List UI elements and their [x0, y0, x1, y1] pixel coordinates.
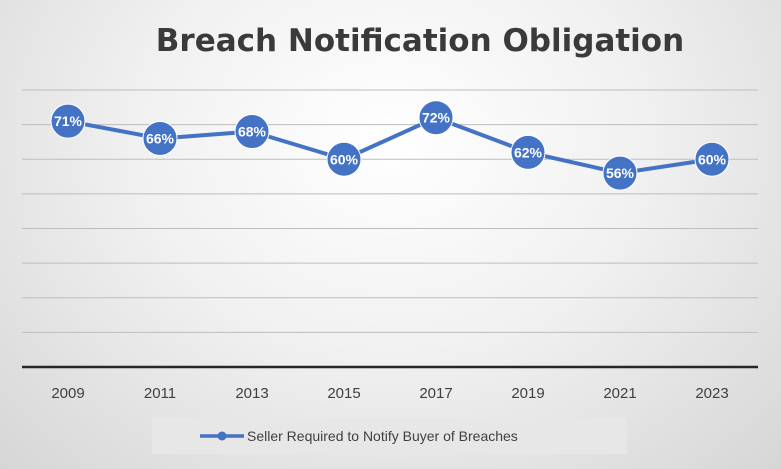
x-tick-label: 2011: [144, 385, 176, 402]
data-point-marker: [234, 114, 270, 150]
x-tick-label: 2013: [235, 385, 268, 402]
data-label: 72%: [422, 110, 451, 126]
data-label: 66%: [146, 130, 175, 146]
data-label: 62%: [514, 144, 543, 160]
data-label: 68%: [238, 124, 267, 140]
legend-swatch-marker: [217, 431, 227, 441]
x-tick-label: 2019: [511, 385, 544, 402]
legend-entry-label: Seller Required to Notify Buyer of Breac…: [247, 428, 518, 444]
legend: Seller Required to Notify Buyer of Breac…: [152, 418, 627, 454]
data-point-marker: [142, 120, 178, 156]
data-point-marker: [326, 141, 362, 177]
x-tick-label: 2017: [419, 385, 452, 402]
data-point-marker: [510, 134, 546, 170]
x-tick-label: 2009: [51, 385, 84, 402]
data-label: 71%: [54, 113, 83, 129]
data-point-marker: [602, 155, 638, 191]
x-axis: 2009 2011 2013 2015 2017 2019 2021 2023: [22, 365, 758, 402]
x-tick-label: 2015: [327, 385, 360, 402]
series-line-group: 71% 66% 68% 60% 72% 62% 56% 60%: [50, 100, 730, 191]
data-point-marker: [694, 141, 730, 177]
x-tick-label: 2023: [695, 385, 728, 402]
data-label: 56%: [606, 165, 635, 181]
chart-title: Breach Notification Obligation: [156, 23, 684, 59]
data-label: 60%: [698, 151, 727, 167]
data-point-marker: [418, 100, 454, 136]
data-label: 60%: [330, 151, 359, 167]
data-point-marker: [50, 103, 86, 139]
gridlines: [22, 89, 758, 333]
x-tick-label: 2021: [603, 385, 636, 402]
